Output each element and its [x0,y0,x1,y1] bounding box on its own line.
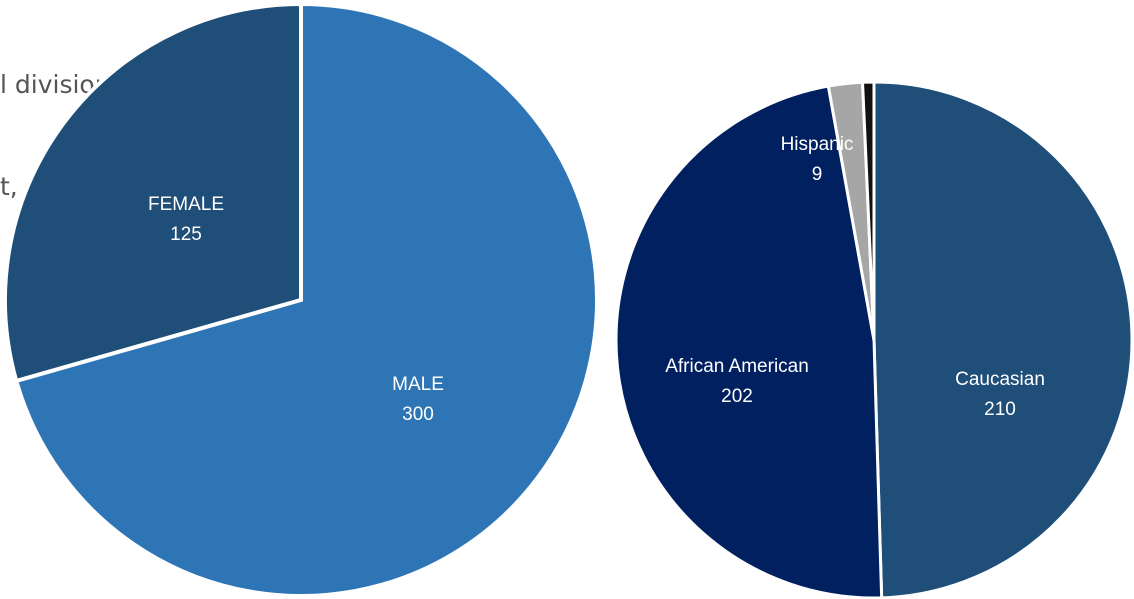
pie-slice-female [3,1,303,384]
data-label-name: Caucasian [955,369,1045,390]
pie-slice-african-american [614,84,884,599]
data-label-female: FEMALE 125 [148,194,224,245]
gender-pie-chart: FEMALE 125 MALE 300 [3,1,599,598]
data-label-hispanic: Hispanic 9 [781,134,854,185]
pie-slice-caucasian [872,80,1134,599]
data-label-value: 125 [170,224,202,245]
data-label-african-american: African American 202 [665,356,809,407]
data-label-name: FEMALE [148,194,224,215]
data-label-name: MALE [392,374,444,395]
data-label-male: MALE 300 [392,374,444,425]
data-label-value: 202 [721,386,753,407]
pie-slice-other-3 [860,80,876,341]
ethnicity-pie-chart: Caucasian 210 African American 202 Hispanic 9 [614,80,1134,599]
data-label-value: 9 [812,164,823,185]
data-label-caucasian: Caucasian 210 [955,369,1045,420]
pie-slice-male [13,1,599,598]
data-label-name: Hispanic [781,134,854,155]
background-text-line-2: t, [0,172,18,201]
data-label-name: African American [665,356,809,377]
data-label-value: 300 [402,404,434,425]
data-label-value: 210 [984,399,1016,420]
